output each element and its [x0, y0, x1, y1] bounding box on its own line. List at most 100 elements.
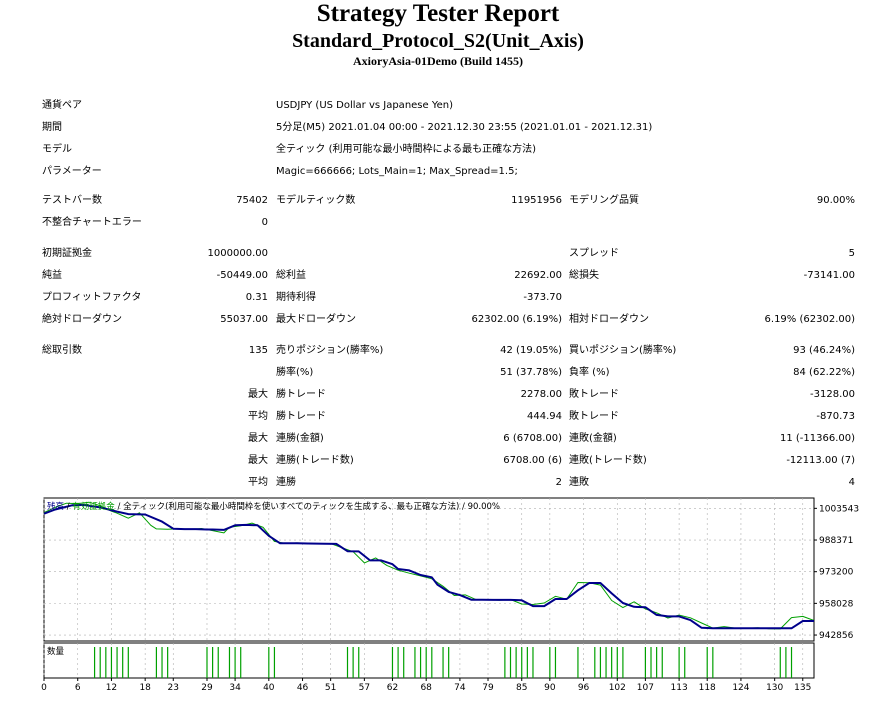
x-tick-label-14: 79: [482, 683, 494, 693]
y-axis-ticks: 942856 958028 973200 988371 1003543: [814, 504, 859, 641]
avg-cons-wins-label: 連勝: [276, 477, 296, 488]
deposit-value: 1000000.00: [207, 248, 268, 259]
symbol-value: USDJPY (US Dollar vs Japanese Yen): [276, 100, 454, 111]
gross-profit-label: 総利益: [276, 270, 306, 281]
x-tick-label-4: 23: [168, 683, 179, 693]
symbol-label: 通貨ペア: [42, 100, 82, 111]
avg-loss-value: -870.73: [816, 411, 855, 422]
report-title: Strategy Tester Report: [316, 0, 560, 27]
cons-loss-count-label: 連敗(トレード数): [569, 455, 647, 466]
x-tick-label-5: 29: [201, 683, 213, 693]
period-value: 5分足(M5) 2021.01.04 00:00 - 2021.12.30 23…: [276, 122, 653, 133]
x-tick-label-1: 6: [75, 683, 81, 693]
x-tick-label-19: 107: [637, 683, 654, 693]
x-tick-label-13: 74: [454, 683, 466, 693]
gross-loss-label: 総損失: [569, 270, 599, 281]
period-label: 期間: [42, 122, 62, 133]
bars-label: テストバー数: [42, 195, 102, 206]
gross-profit-value: 22692.00: [514, 270, 562, 281]
report-subtitle: Standard_Protocol_S2(Unit_Axis): [292, 30, 584, 52]
trades-value: 135: [248, 345, 268, 356]
cons-wins-money-label: 連勝(金額): [276, 433, 324, 444]
max-dd-value: 62302.00 (6.19%): [471, 314, 562, 325]
largest-win-value: 2278.00: [520, 389, 562, 400]
quality-value: 90.00%: [816, 195, 855, 206]
avg-cons-wins-value: 2: [555, 477, 562, 488]
pf-value: 0.31: [245, 292, 268, 303]
largest-label: 最大: [248, 389, 268, 400]
x-tick-label-10: 57: [359, 683, 370, 693]
win-label: 勝率(%): [276, 367, 314, 378]
x-tick-label-15: 85: [516, 683, 527, 693]
short-value: 42 (19.05%): [500, 345, 562, 356]
ticks-label: モデルティック数: [276, 195, 356, 206]
cons-loss-count-value: -12113.00 (7): [786, 455, 855, 466]
y-tick-label-1: 958028: [819, 599, 854, 609]
rel-dd-label: 相対ドローダウン: [569, 314, 649, 325]
payoff-value: -373.70: [523, 292, 562, 303]
chart-legend: 残高 / 有効証拠金 / 全ティック(利用可能な最小時間枠を使いすべてのティック…: [47, 501, 500, 512]
cons-wins-count-value: 6708.00 (6): [503, 455, 562, 466]
loss-value: 84 (62.22%): [793, 367, 855, 378]
legend-balance: 残高: [47, 501, 64, 512]
cons-wins-count-label: 連勝(トレード数): [276, 455, 354, 466]
net-value: -50449.00: [216, 270, 268, 281]
ticks-value: 11951956: [511, 195, 562, 206]
balance-plot-frame: [43, 497, 815, 642]
max-label-3: 最大: [248, 455, 268, 466]
volume-label: 数量: [47, 646, 65, 657]
avg-win-value: 444.94: [527, 411, 562, 422]
x-tick-label-23: 130: [766, 683, 783, 693]
y-tick-label-4: 1003543: [819, 504, 859, 514]
x-tick-label-6: 34: [229, 683, 241, 693]
x-tick-label-21: 118: [699, 683, 716, 693]
x-tick-label-3: 18: [139, 683, 151, 693]
avg-win-label: 勝トレード: [276, 411, 326, 422]
gross-loss-value: -73141.00: [803, 270, 855, 281]
volume-bars: [93, 647, 793, 678]
bars-value: 75402: [236, 195, 268, 206]
trades-label: 総取引数: [42, 345, 82, 356]
abs-dd-value: 55037.00: [220, 314, 268, 325]
x-tick-label-7: 40: [263, 683, 275, 693]
chart-lines: [43, 501, 815, 630]
x-tick-label-8: 46: [297, 683, 309, 693]
mismatch-value: 0: [261, 217, 268, 228]
x-tick-label-24: 135: [794, 683, 811, 693]
report-server: AxioryAsia-01Demo (Build 1455): [353, 54, 523, 68]
max-dd-label: 最大ドローダウン: [276, 314, 356, 325]
win-value: 51 (37.78%): [500, 367, 562, 378]
avg-cons-loss-label: 連敗: [569, 477, 589, 488]
x-tick-label-12: 68: [420, 683, 432, 693]
avg-label-2: 平均: [248, 477, 268, 488]
long-value: 93 (46.24%): [793, 345, 855, 356]
long-label: 買いポジション(勝率%): [569, 345, 677, 356]
params-value: Magic=666666; Lots_Main=1; Max_Spread=1.…: [276, 166, 518, 177]
pf-label: プロフィットファクタ: [42, 292, 142, 303]
largest-loss-value: -3128.00: [810, 389, 855, 400]
model-value: 全ティック (利用可能な最小時間枠による最も正確な方法): [276, 144, 537, 155]
avg-loss-label: 敗トレード: [569, 411, 619, 422]
y-tick-label-3: 988371: [819, 536, 853, 546]
x-tick-label-17: 96: [578, 683, 590, 693]
y-tick-label-2: 973200: [819, 568, 854, 578]
model-label: モデル: [42, 144, 72, 155]
x-tick-label-16: 90: [544, 683, 556, 693]
payoff-label: 期待利得: [276, 292, 316, 303]
volume-plot-frame: [43, 642, 815, 679]
abs-dd-label: 絶対ドローダウン: [42, 314, 122, 325]
max-label-2: 最大: [248, 433, 268, 444]
legend-model: 全ティック(利用可能な最小時間枠を使いすべてのティックを生成する、最も正確な方法…: [123, 501, 459, 512]
spread-label: スプレッド: [569, 248, 619, 259]
loss-label: 負率 (%): [569, 367, 610, 378]
largest-loss-label: 敗トレード: [569, 389, 619, 400]
deposit-label: 初期証拠金: [42, 248, 92, 259]
cons-loss-money-value: 11 (-11366.00): [779, 433, 855, 444]
mismatch-label: 不整合チャートエラー: [42, 217, 142, 228]
x-tick-label-22: 124: [732, 683, 749, 693]
x-tick-label-0: 0: [41, 683, 47, 693]
legend-equity: 有効証拠金: [72, 501, 115, 512]
rel-dd-value: 6.19% (62302.00): [764, 314, 855, 325]
net-label: 純益: [42, 270, 62, 281]
